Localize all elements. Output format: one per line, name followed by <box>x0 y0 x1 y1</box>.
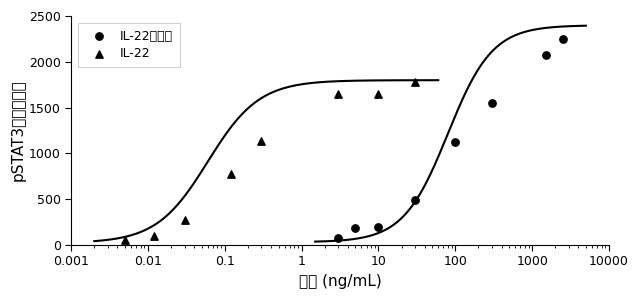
IL-22 <box>410 80 420 84</box>
IL-22二量体 <box>410 198 420 203</box>
IL-22二量体 <box>541 52 551 57</box>
IL-22 <box>373 92 383 96</box>
IL-22 <box>120 238 130 243</box>
IL-22 <box>333 92 344 96</box>
IL-22二量体 <box>333 235 344 240</box>
IL-22 <box>149 233 159 238</box>
IL-22二量体 <box>350 225 360 230</box>
IL-22 <box>180 218 190 223</box>
X-axis label: 濃度 (ng/mL): 濃度 (ng/mL) <box>299 274 381 289</box>
IL-22二量体 <box>450 140 460 145</box>
Y-axis label: pSTAT3の増加倍数: pSTAT3の増加倍数 <box>11 80 26 182</box>
IL-22 <box>226 171 236 176</box>
IL-22二量体 <box>557 37 568 41</box>
IL-22二量体 <box>487 101 497 106</box>
Legend: IL-22二量体, IL-22: IL-22二量体, IL-22 <box>78 23 180 67</box>
IL-22 <box>257 138 267 143</box>
IL-22二量体 <box>373 224 383 229</box>
